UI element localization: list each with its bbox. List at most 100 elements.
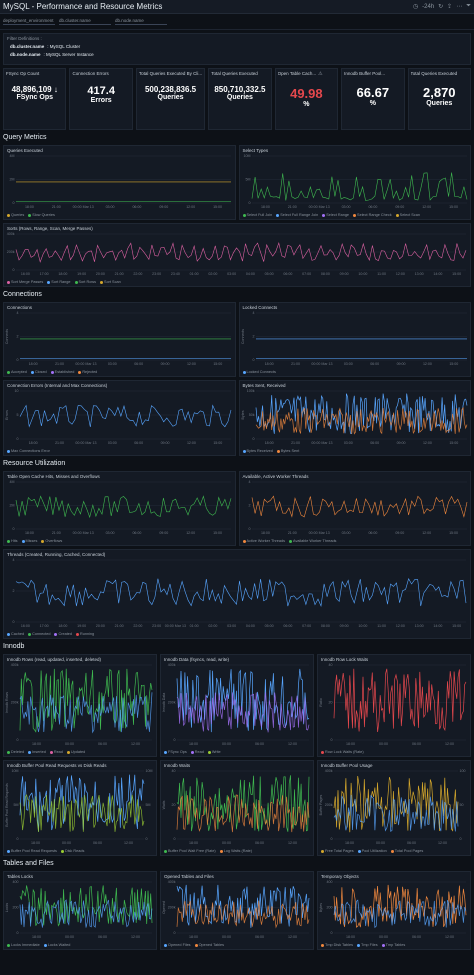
- legend-item[interactable]: Sort Range: [47, 280, 71, 284]
- panel-queries-executed[interactable]: Queries Executed 4M 2M 0 18:00 21:00 00:00 Mar…: [3, 145, 236, 220]
- legend-item[interactable]: Total Pool Pages: [390, 849, 423, 853]
- filter-db-node-name[interactable]: db.node.name: [115, 18, 167, 25]
- legend-item[interactable]: Created: [54, 632, 72, 636]
- legend-item[interactable]: Buffer Pool Read Requests: [7, 849, 57, 853]
- chart-plot: 400k 200k 0 Innodb Rows 18:00 00:00 06:00 12:00: [5, 663, 153, 746]
- chart-plot: 4 2 0 Connects 18:00 21:00 00:00 Mar 13 03:00 06…: [241, 311, 467, 366]
- y-axis-label: Waits: [162, 800, 166, 809]
- legend-item[interactable]: Select Range: [322, 213, 349, 217]
- legend-item[interactable]: Slow Queries: [28, 213, 55, 217]
- y-tick-label: 200k: [11, 701, 19, 705]
- panel-innodb-waits[interactable]: Innodb Waits 40 20 0 Waits 18:00 00:00 06:00 12:…: [160, 760, 314, 856]
- legend-item[interactable]: Sort Rows: [74, 280, 96, 284]
- kpi-fsync[interactable]: FSync Op Count 48,896,109 ↓ FSync Ops: [3, 68, 67, 130]
- legend-item[interactable]: Connected: [28, 632, 50, 636]
- legend-item[interactable]: Write: [207, 750, 221, 754]
- legend-item[interactable]: Select Range Check: [353, 213, 392, 217]
- chart-legend: Hits Misses Overflows: [7, 539, 62, 543]
- kpi-title: Innodb Buffer Pool...: [344, 71, 386, 76]
- legend-item[interactable]: Disk Reads: [60, 849, 84, 853]
- kpi-open-table-cache[interactable]: Open Table Cach... ⚠ 49.98%: [274, 68, 339, 130]
- clock-icon[interactable]: ◷: [412, 4, 419, 10]
- legend-item[interactable]: Misses: [21, 539, 37, 543]
- legend-item[interactable]: Queries: [7, 213, 24, 217]
- panel-tables-locks[interactable]: Tables Locks 400 200 0 Locks 18:00 00:00 06:00 1…: [3, 871, 157, 950]
- legend-item[interactable]: Established: [50, 370, 74, 374]
- time-range[interactable]: -24h: [422, 3, 435, 10]
- legend-item[interactable]: Buffer Pool Wait Free (Rate): [164, 849, 216, 853]
- legend-item[interactable]: Log Waits (Rate): [219, 849, 252, 853]
- panel-buffer-pool-reads[interactable]: Innodb Buffer Pool Read Requests vs Disk…: [3, 760, 157, 856]
- legend-item[interactable]: Opened Tables: [194, 943, 224, 947]
- x-tick-label: 18:00: [32, 935, 41, 939]
- panel-opened-tables[interactable]: Opened Tables and Files 400k 200k 0 Opened 18…: [160, 871, 314, 950]
- kpi-total-queries-2[interactable]: Total Queries Executed 2,870 Queries: [407, 68, 471, 130]
- legend-item[interactable]: Hits: [7, 539, 18, 543]
- legend-item[interactable]: Free Total Pages: [321, 849, 354, 853]
- chart-legend: Opened Files Opened Tables: [164, 943, 224, 947]
- legend-item[interactable]: Running: [75, 632, 94, 636]
- legend-item[interactable]: Bytes Sent: [276, 449, 299, 453]
- legend-dot-icon: [242, 539, 246, 543]
- legend-label: Slow Queries: [32, 213, 55, 217]
- legend-item[interactable]: Opened Files: [164, 943, 191, 947]
- x-tick-label: 13:00: [415, 624, 424, 628]
- more-icon[interactable]: ⋯: [456, 4, 463, 10]
- panel-innodb-rows[interactable]: Innodb Rows (read, updated, inserted, de…: [3, 654, 157, 757]
- legend-item[interactable]: Select Full Range Join: [276, 213, 318, 217]
- panel-buffer-pool-usage[interactable]: Innodb Buffer Pool Usage 400k 200k 0 100 50 0 B…: [317, 760, 471, 856]
- legend-item[interactable]: Tmp Disk Tables: [321, 943, 353, 947]
- legend-item[interactable]: Pool Utilization: [357, 849, 387, 853]
- legend-item[interactable]: Tmp Files: [357, 943, 378, 947]
- legend-item[interactable]: FSync Ops: [164, 750, 187, 754]
- filter-db-cluster-name[interactable]: db.cluster.name: [59, 18, 111, 25]
- panel-sorts[interactable]: Sorts (Rows, Range, Scan, Merge Passes) 4…: [3, 223, 471, 287]
- legend-item[interactable]: Active Worker Threads: [242, 539, 285, 543]
- panel-select-types[interactable]: Select Types 10M 5M 0 18:00 21:00 00:00 Mar 13…: [238, 145, 471, 220]
- filter-deployment-environment[interactable]: deployment_environment: [3, 18, 55, 25]
- kpi-queries-by-client[interactable]: Total Queries Executed By Cli... 500,238,…: [135, 68, 206, 130]
- legend-item[interactable]: Accepted: [7, 370, 27, 374]
- legend-item[interactable]: Overflows: [41, 539, 62, 543]
- legend-item[interactable]: Row Lock Waits (Rate): [321, 750, 364, 754]
- legend-item[interactable]: Closed: [30, 370, 47, 374]
- legend-item[interactable]: Locked Connects: [242, 370, 276, 374]
- filter-icon[interactable]: ⏷: [466, 3, 471, 9]
- legend-item[interactable]: Max Connections Error: [7, 449, 50, 453]
- panel-connections[interactable]: Connections 4 2 0 Connects 18:00 21:00 00:00 Ma…: [3, 302, 236, 377]
- panel-bytes[interactable]: Bytes Sent, Received 100k 50k 0 Bytes 18:00 21…: [238, 380, 471, 456]
- legend-item[interactable]: Sort Scan: [100, 280, 121, 284]
- legend-item[interactable]: Updated: [66, 750, 85, 754]
- legend-item[interactable]: Select Full Join: [242, 213, 272, 217]
- legend-item[interactable]: Read: [49, 750, 63, 754]
- legend-item[interactable]: Tmp Tables: [381, 943, 405, 947]
- kpi-buffer-pool[interactable]: Innodb Buffer Pool... 66.67%: [341, 68, 405, 130]
- panel-innodb-data[interactable]: Innodb Data (fsyncs, read, write) 400k 200…: [160, 654, 314, 757]
- legend-item[interactable]: Inserted: [28, 750, 46, 754]
- panel-connection-errors[interactable]: Connection Errors (Internal and Max Conn…: [3, 380, 236, 456]
- legend-item[interactable]: Select Scan: [395, 213, 420, 217]
- legend-item[interactable]: Deleted: [7, 750, 24, 754]
- legend-dot-icon: [43, 943, 47, 947]
- panel-table-open-cache[interactable]: Table Open Cache Hits, Misses and Overfl…: [3, 471, 236, 546]
- x-tick-label: 01:00: [190, 272, 199, 276]
- share-icon[interactable]: ⇪: [447, 4, 453, 10]
- panel-row-lock-waits[interactable]: Innodb Row Lock Waits 40 20 0 Ratio 18:00 00:0…: [317, 654, 471, 757]
- legend-item[interactable]: Locks Waited: [43, 943, 70, 947]
- panel-locked-connects[interactable]: Locked Connects 4 2 0 Connects 18:00 21:00 00:0…: [238, 302, 471, 377]
- legend-item[interactable]: Bytes Received: [242, 449, 273, 453]
- legend-item[interactable]: Available Worker Threads: [288, 539, 336, 543]
- x-tick-label: 17:00: [40, 272, 49, 276]
- legend-item[interactable]: Read: [190, 750, 204, 754]
- kpi-title: Total Queries Executed By Cli...: [138, 71, 203, 76]
- refresh-icon[interactable]: ↻: [438, 4, 444, 10]
- kpi-total-queries[interactable]: Total Queries Executed 850,710,332.5 Queri…: [208, 68, 272, 130]
- legend-item[interactable]: Locks Immediate: [7, 943, 40, 947]
- panel-threads[interactable]: Threads (Created, Running, Cached, Conne…: [3, 549, 471, 639]
- legend-item[interactable]: Sort Merge Passes: [7, 280, 43, 284]
- legend-item[interactable]: Rejected: [78, 370, 97, 374]
- panel-worker-threads[interactable]: Available, Active Worker Threads 4 2 0 18:00…: [238, 471, 471, 546]
- legend-item[interactable]: Cached: [7, 632, 24, 636]
- panel-temp-objects[interactable]: Temporary Objects 400 200 0 Bytes 18:00 00:00 0…: [317, 871, 471, 950]
- kpi-conn-errors[interactable]: Connection Errors 417.4 Errors: [69, 68, 133, 130]
